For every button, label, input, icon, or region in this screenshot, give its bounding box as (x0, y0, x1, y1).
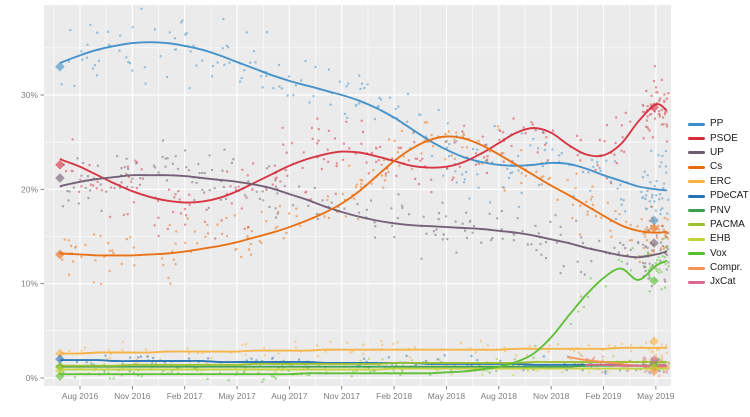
poll-points-pp (60, 7, 670, 221)
election-results-layer (55, 61, 659, 381)
legend-label: PACMA (710, 218, 745, 230)
legend-key-swatch (688, 209, 705, 213)
trend-line-psoe (59, 103, 668, 204)
legend-label: PSOE (710, 132, 738, 144)
legend-key-swatch (688, 280, 705, 284)
legend-key-swatch (688, 223, 705, 227)
election-diamond-vox (55, 371, 65, 381)
legend-key-swatch (688, 237, 705, 241)
trend-line-cs (59, 135, 668, 257)
trend-line-erc (59, 346, 668, 355)
trend-line-layer (59, 41, 668, 376)
legend-key-swatch (688, 194, 705, 198)
axes: Aug 2016 Nov 2016 Feb 2017 May 2017 Aug 2017… (21, 90, 675, 401)
plot-panel (44, 5, 671, 386)
election-diamond-ehb (55, 365, 65, 376)
trend-line-vox (59, 260, 668, 376)
poll-points-psoe (62, 65, 670, 240)
gridlines (44, 5, 671, 386)
legend-label: EHB (710, 233, 731, 245)
trend-line-up (59, 174, 668, 259)
legend-label: Compr. (710, 262, 743, 274)
election-diamond-erc (649, 336, 659, 347)
legend-label: UP (710, 146, 724, 158)
legend-key-swatch (688, 122, 705, 126)
x-tick-label: Nov 2018 (533, 391, 570, 401)
election-diamond-cs (649, 223, 659, 233)
legend-item-ehb: EHB (688, 232, 749, 246)
legend-label: JxCat (710, 276, 736, 288)
election-diamond-psoe (649, 102, 659, 113)
poll-scatter-layer (60, 7, 670, 383)
legend-key-swatch (688, 266, 705, 270)
x-tick-label: Aug 2018 (481, 391, 518, 401)
legend-item-pdecat: PDeCAT (688, 189, 749, 203)
election-diamond-up (649, 238, 659, 248)
legend-item-vox: Vox (688, 247, 749, 261)
legend-item-psoe: PSOE (688, 131, 749, 145)
legend-item-jxcat: JxCat (688, 275, 749, 289)
legend-label: ERC (710, 175, 732, 187)
legend-key-swatch (688, 137, 705, 141)
y-tick-label: 0% (26, 373, 39, 383)
legend-item-pnv: PNV (688, 203, 749, 217)
trend-line-pdecat (59, 359, 668, 367)
x-tick-label: Aug 2016 (62, 391, 99, 401)
x-tick-label: May 2018 (428, 391, 466, 401)
legend-key-swatch (688, 180, 705, 184)
trend-line-ehb (59, 367, 668, 371)
y-tick-label: 20% (21, 184, 38, 194)
legend-label: Vox (710, 247, 727, 259)
legend-item-pp: PP (688, 117, 749, 131)
legend-item-up: UP (688, 146, 749, 160)
election-diamond-pdecat (55, 354, 65, 364)
x-tick-label: Nov 2016 (114, 391, 151, 401)
election-diamond-erc (55, 348, 65, 359)
election-diamond-psoe (55, 160, 65, 170)
trend-line-pp (59, 41, 668, 192)
x-tick-label: May 2019 (637, 391, 675, 401)
trend-line-pacma (59, 360, 668, 367)
y-tick-label: 30% (21, 90, 38, 100)
election-diamond-pp (55, 61, 65, 72)
legend-label: PNV (710, 204, 731, 216)
legend-item-pacma: PACMA (688, 218, 749, 232)
legend-item-cs: Cs (688, 160, 749, 174)
y-tick-label: 10% (21, 279, 38, 289)
legend-item-compr: Compr. (688, 261, 749, 275)
x-tick-label: Feb 2017 (167, 391, 203, 401)
election-diamond-cs (55, 249, 65, 260)
chart-legend: PP PSOE UP Cs ERC PDeCAT PNV PACMA EHB Vox Compr. J… (688, 117, 749, 290)
x-tick-label: Feb 2018 (376, 391, 412, 401)
x-tick-label: Aug 2017 (271, 391, 308, 401)
legend-label: PDeCAT (710, 190, 749, 202)
election-diamond-vox (649, 276, 659, 286)
legend-key-swatch (688, 165, 705, 169)
election-diamond-up (55, 173, 65, 183)
legend-key-swatch (688, 151, 705, 155)
election-diamond-compr (649, 366, 659, 377)
x-tick-label: Feb 2019 (586, 391, 622, 401)
election-diamond-pp (649, 215, 659, 226)
x-tick-label: May 2017 (218, 391, 256, 401)
legend-key-swatch (688, 252, 705, 256)
legend-label: Cs (710, 161, 723, 173)
legend-item-erc: ERC (688, 175, 749, 189)
trend-line-pnv (59, 364, 668, 368)
poll-points-cs (61, 121, 670, 285)
x-tick-label: Nov 2017 (324, 391, 361, 401)
legend-label: PP (710, 118, 724, 130)
election-diamond-jxcat (649, 355, 659, 365)
